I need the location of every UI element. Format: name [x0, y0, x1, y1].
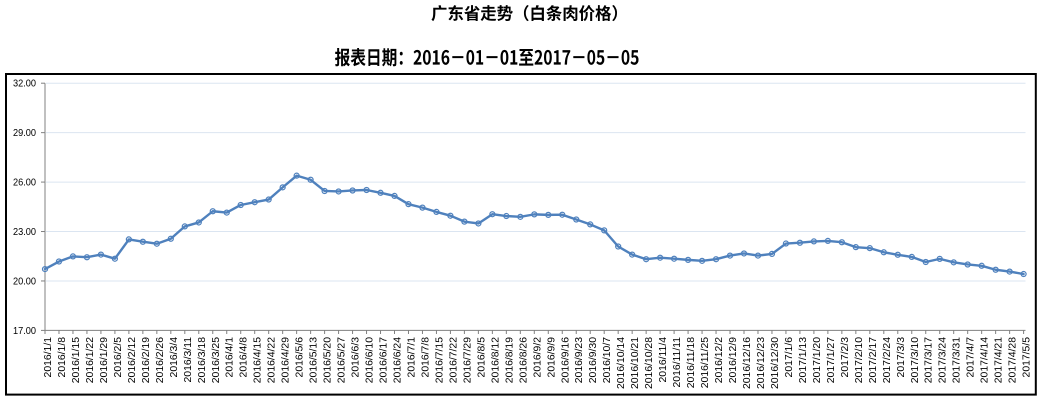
svg-text:2017/1/6: 2017/1/6 [784, 337, 795, 378]
svg-text:26.00: 26.00 [13, 178, 36, 189]
svg-text:2016/4/1: 2016/4/1 [225, 337, 236, 378]
svg-text:2016/9/23: 2016/9/23 [574, 337, 585, 383]
svg-text:2016/2/26: 2016/2/26 [155, 337, 166, 383]
svg-text:2016/7/15: 2016/7/15 [434, 337, 445, 383]
svg-text:2016/9/30: 2016/9/30 [588, 337, 599, 383]
svg-text:2016/5/27: 2016/5/27 [337, 337, 348, 383]
svg-text:2016/3/4: 2016/3/4 [169, 337, 180, 378]
svg-text:2016/2/12: 2016/2/12 [127, 337, 138, 383]
svg-text:2016/6/24: 2016/6/24 [393, 337, 404, 383]
svg-text:2017/1/27: 2017/1/27 [826, 337, 837, 383]
svg-text:2016/6/17: 2016/6/17 [379, 337, 390, 383]
svg-text:2017/3/3: 2017/3/3 [896, 337, 907, 378]
svg-text:2016/4/15: 2016/4/15 [253, 337, 264, 383]
svg-text:2016/6/10: 2016/6/10 [365, 337, 376, 383]
svg-text:2016/1/22: 2016/1/22 [85, 337, 96, 383]
svg-text:2017/3/17: 2017/3/17 [924, 337, 935, 383]
svg-text:2017/2/24: 2017/2/24 [882, 337, 893, 383]
svg-text:20.00: 20.00 [13, 276, 36, 287]
svg-text:2016/2/5: 2016/2/5 [113, 337, 124, 378]
svg-text:2016/4/22: 2016/4/22 [267, 337, 278, 383]
svg-text:2017/4/14: 2017/4/14 [980, 337, 991, 383]
svg-text:2017/2/17: 2017/2/17 [868, 337, 879, 383]
svg-text:2016/11/4: 2016/11/4 [658, 337, 669, 383]
svg-text:2016/10/28: 2016/10/28 [644, 337, 655, 389]
svg-text:2016/1/15: 2016/1/15 [71, 337, 82, 383]
svg-text:2016/10/14: 2016/10/14 [616, 337, 627, 389]
svg-text:2016/8/19: 2016/8/19 [504, 337, 515, 383]
svg-text:2016/12/23: 2016/12/23 [756, 337, 767, 389]
svg-text:2016/4/8: 2016/4/8 [239, 337, 250, 378]
svg-text:2016/8/26: 2016/8/26 [518, 337, 529, 383]
svg-text:2017/3/31: 2017/3/31 [952, 337, 963, 383]
svg-text:2017/4/28: 2017/4/28 [1008, 337, 1019, 383]
svg-text:2017/4/7: 2017/4/7 [966, 337, 977, 378]
svg-text:29.00: 29.00 [13, 128, 36, 139]
svg-text:2016/11/18: 2016/11/18 [686, 337, 697, 388]
svg-text:2016/1/8: 2016/1/8 [57, 337, 68, 378]
svg-text:2016/8/12: 2016/8/12 [490, 337, 501, 383]
svg-text:2016/2/19: 2016/2/19 [141, 337, 152, 383]
svg-text:2016/7/22: 2016/7/22 [448, 337, 459, 383]
svg-text:2016/11/25: 2016/11/25 [700, 337, 711, 388]
svg-text:2017/3/24: 2017/3/24 [938, 337, 949, 383]
svg-text:2016/7/29: 2016/7/29 [462, 337, 473, 383]
svg-text:2016/9/9: 2016/9/9 [546, 337, 557, 378]
svg-text:2016/12/2: 2016/12/2 [714, 337, 725, 383]
svg-text:2016/3/11: 2016/3/11 [183, 337, 194, 383]
svg-text:2016/3/18: 2016/3/18 [197, 337, 208, 383]
svg-text:2016/12/9: 2016/12/9 [728, 337, 739, 383]
svg-text:2016/11/11: 2016/11/11 [672, 337, 683, 388]
svg-text:17.00: 17.00 [13, 326, 36, 337]
svg-text:2016/8/5: 2016/8/5 [476, 337, 487, 378]
svg-text:2016/10/21: 2016/10/21 [630, 337, 641, 389]
svg-text:2016/5/20: 2016/5/20 [323, 337, 334, 383]
svg-text:2017/2/3: 2017/2/3 [840, 337, 851, 378]
svg-text:2016/12/30: 2016/12/30 [770, 337, 781, 389]
svg-text:2016/1/1: 2016/1/1 [43, 337, 54, 378]
svg-text:2017/5/5: 2017/5/5 [1022, 337, 1033, 378]
svg-text:2017/1/20: 2017/1/20 [812, 337, 823, 383]
svg-text:2016/3/25: 2016/3/25 [211, 337, 222, 383]
svg-text:2017/2/10: 2017/2/10 [854, 337, 865, 383]
svg-text:2016/7/1: 2016/7/1 [406, 337, 417, 378]
svg-text:2016/10/7: 2016/10/7 [602, 337, 613, 383]
svg-text:23.00: 23.00 [13, 227, 36, 238]
svg-text:2016/9/2: 2016/9/2 [532, 337, 543, 378]
svg-text:2016/6/3: 2016/6/3 [351, 337, 362, 378]
svg-text:2016/12/16: 2016/12/16 [742, 337, 753, 389]
svg-text:2016/9/16: 2016/9/16 [560, 337, 571, 383]
svg-text:32.00: 32.00 [13, 79, 36, 90]
svg-text:2017/4/21: 2017/4/21 [994, 337, 1005, 383]
svg-text:2016/4/29: 2016/4/29 [281, 337, 292, 383]
svg-text:2017/3/10: 2017/3/10 [910, 337, 921, 383]
svg-text:2016/5/13: 2016/5/13 [309, 337, 320, 383]
svg-text:2016/1/29: 2016/1/29 [99, 337, 110, 383]
svg-text:2017/1/13: 2017/1/13 [798, 337, 809, 383]
svg-text:2016/7/8: 2016/7/8 [420, 337, 431, 378]
svg-text:2016/5/6: 2016/5/6 [295, 337, 306, 378]
